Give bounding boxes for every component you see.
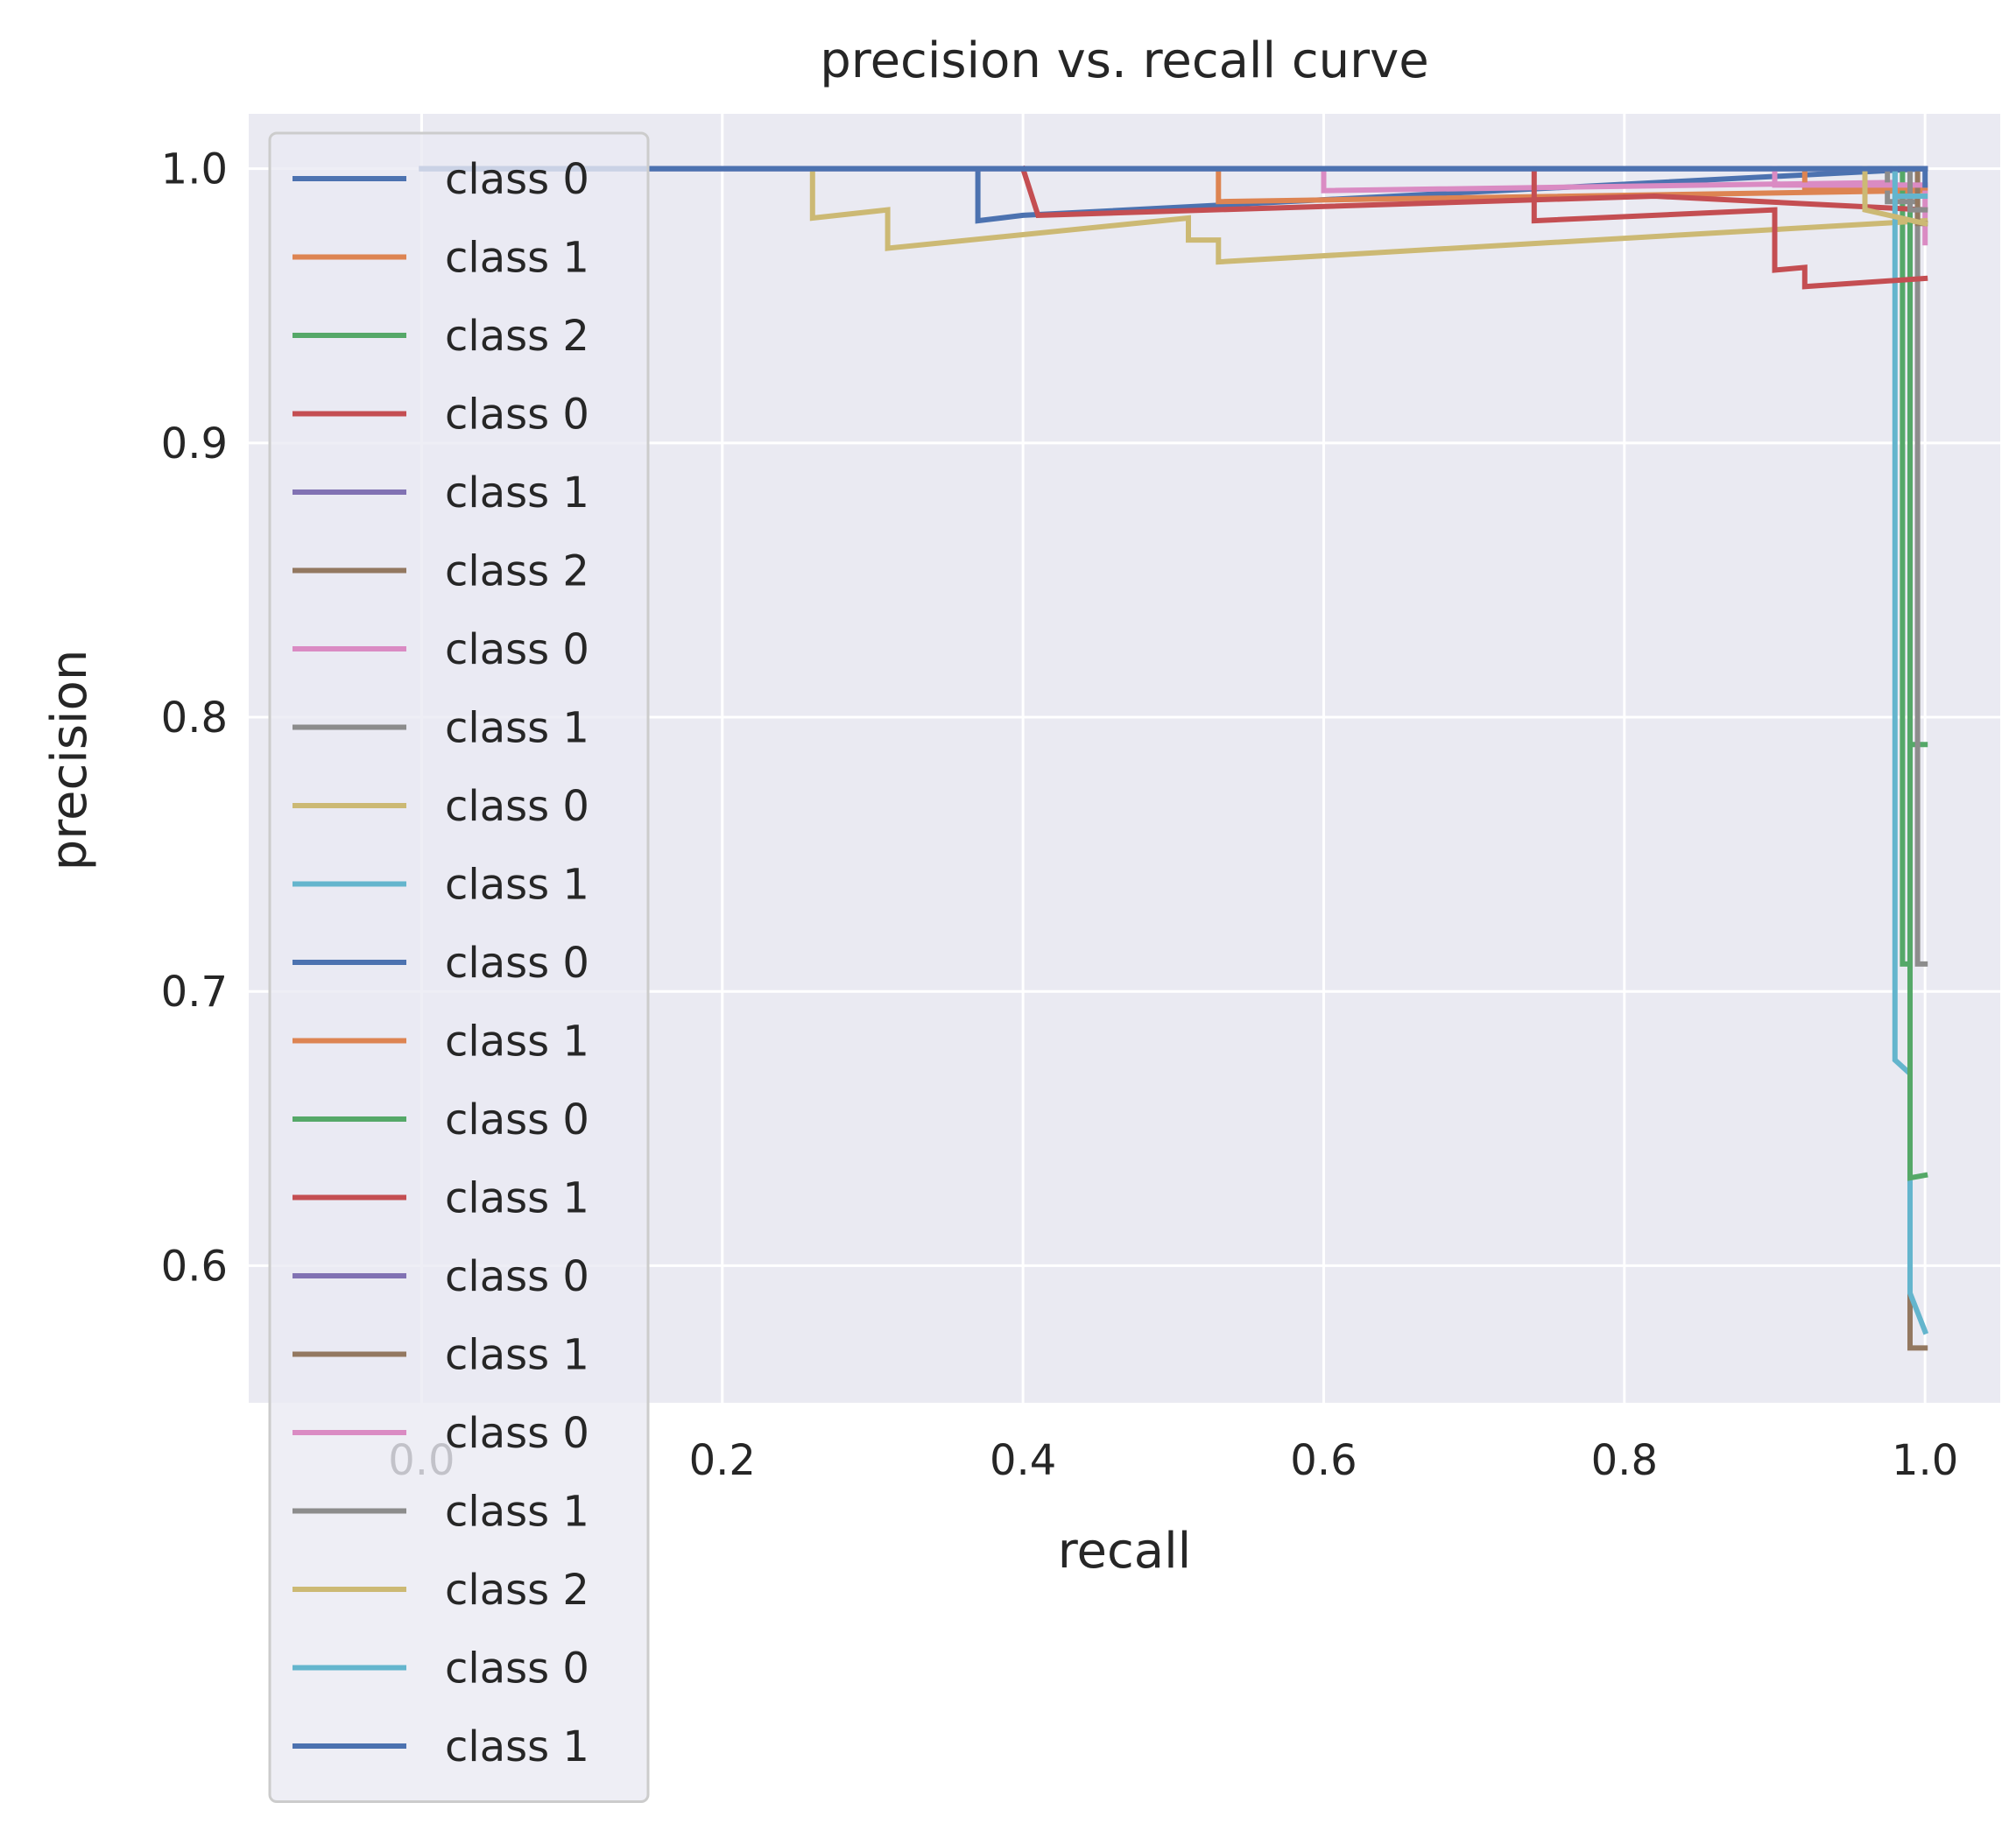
legend-label-0: class 0 xyxy=(445,155,589,204)
series-line-18 xyxy=(1862,165,1928,227)
series-line-3 xyxy=(1019,165,1928,218)
x-tick-label-5: 1.0 xyxy=(1892,1436,1958,1485)
legend-label-19: class 0 xyxy=(445,1644,589,1694)
series-line-20 xyxy=(419,165,1928,188)
series-line-0 xyxy=(975,165,1928,224)
legend-label-7: class 1 xyxy=(445,704,589,753)
series-line-12 xyxy=(1907,165,1928,1181)
series-line-17 xyxy=(1907,165,1928,213)
legend-label-3: class 0 xyxy=(445,391,589,440)
series-line-19 xyxy=(1892,165,1928,199)
legend-box xyxy=(268,131,650,1803)
legend-label-10: class 0 xyxy=(445,939,589,988)
legend: class 0 class 1 class 2 class 0 class 1 class… xyxy=(268,131,650,1803)
y-tick-label-3: 0.9 xyxy=(161,419,228,468)
legend-label-8: class 0 xyxy=(445,782,589,831)
series-line-1 xyxy=(1216,165,1928,205)
legend-label-2: class 2 xyxy=(445,312,589,361)
legend-label-13: class 1 xyxy=(445,1174,589,1223)
legend-label-17: class 1 xyxy=(445,1488,589,1537)
series-lines xyxy=(419,165,1929,1351)
legend-label-1: class 1 xyxy=(445,234,589,283)
x-tick-label-2: 0.4 xyxy=(990,1436,1056,1485)
series-line-8 xyxy=(809,165,1928,265)
legend-label-11: class 1 xyxy=(445,1018,589,1067)
legend-label-15: class 1 xyxy=(445,1331,589,1380)
legend-label-12: class 0 xyxy=(445,1095,589,1144)
x-axis-label: recall xyxy=(1058,1523,1191,1580)
y-tick-label-0: 0.6 xyxy=(161,1242,228,1291)
series-line-13 xyxy=(1531,165,1928,290)
y-tick-label-1: 0.7 xyxy=(161,968,228,1017)
legend-label-9: class 1 xyxy=(445,861,589,910)
legend-label-6: class 0 xyxy=(445,625,589,674)
series-line-16 xyxy=(1772,165,1928,188)
legend-label-4: class 1 xyxy=(445,468,589,518)
legend-label-16: class 0 xyxy=(445,1409,589,1458)
x-tick-label-4: 0.8 xyxy=(1591,1436,1658,1485)
x-tick-label-1: 0.2 xyxy=(689,1436,756,1485)
legend-label-5: class 2 xyxy=(445,547,589,596)
y-axis-label: precision xyxy=(41,650,98,871)
series-line-11 xyxy=(1801,165,1928,191)
legend-label-14: class 0 xyxy=(445,1252,589,1301)
y-tick-label-2: 0.8 xyxy=(161,694,228,743)
legend-label-20: class 1 xyxy=(445,1722,589,1771)
chart-title: precision vs. recall curve xyxy=(820,32,1429,89)
y-tick-label-4: 1.0 xyxy=(161,145,228,194)
legend-label-18: class 2 xyxy=(445,1566,589,1615)
x-tick-label-3: 0.6 xyxy=(1290,1436,1357,1485)
